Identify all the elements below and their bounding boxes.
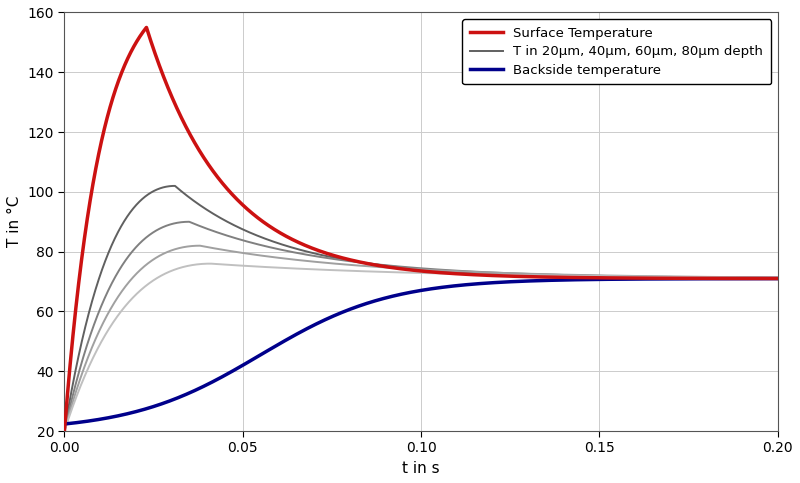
Surface Temperature (773, 276, 782, 282)
Backside temperature (365, 299, 374, 305)
Surface Temperature (716, 275, 726, 281)
T in 20μm, 40μm, 60μm, 80μm depth (365, 261, 374, 267)
Backside temperature (60, 421, 70, 427)
T in 20μm, 40μm, 60μm, 80μm depth (578, 274, 587, 280)
Legend: Surface Temperature, T in 20μm, 40μm, 60μm, 80μm depth, Backside temperature: Surface Temperature, T in 20μm, 40μm, 60… (462, 19, 771, 85)
T in 20μm, 40μm, 60μm, 80μm depth (359, 260, 369, 266)
Surface Temperature (142, 25, 151, 30)
Y-axis label: T in °C: T in °C (7, 196, 22, 247)
Surface Temperature (359, 260, 369, 266)
T in 20μm, 40μm, 60μm, 80μm depth (398, 265, 408, 270)
Backside temperature (773, 276, 782, 282)
Backside temperature (578, 277, 587, 283)
Surface Temperature (751, 276, 761, 282)
Surface Temperature (365, 261, 374, 267)
T in 20μm, 40μm, 60μm, 80μm depth (170, 183, 180, 189)
Line: T in 20μm, 40μm, 60μm, 80μm depth: T in 20μm, 40μm, 60μm, 80μm depth (65, 186, 778, 431)
Line: Backside temperature: Backside temperature (65, 279, 778, 424)
Surface Temperature (398, 266, 408, 272)
T in 20μm, 40μm, 60μm, 80μm depth (751, 275, 761, 281)
Backside temperature (398, 291, 408, 297)
Surface Temperature (578, 275, 587, 281)
T in 20μm, 40μm, 60μm, 80μm depth (773, 275, 782, 281)
Line: Surface Temperature: Surface Temperature (65, 28, 778, 431)
T in 20μm, 40μm, 60μm, 80μm depth (60, 428, 70, 434)
Backside temperature (359, 301, 369, 307)
Surface Temperature (60, 428, 70, 434)
T in 20μm, 40μm, 60μm, 80μm depth (716, 275, 726, 281)
Backside temperature (751, 276, 761, 282)
Backside temperature (715, 276, 725, 282)
X-axis label: t in s: t in s (402, 461, 440, 476)
